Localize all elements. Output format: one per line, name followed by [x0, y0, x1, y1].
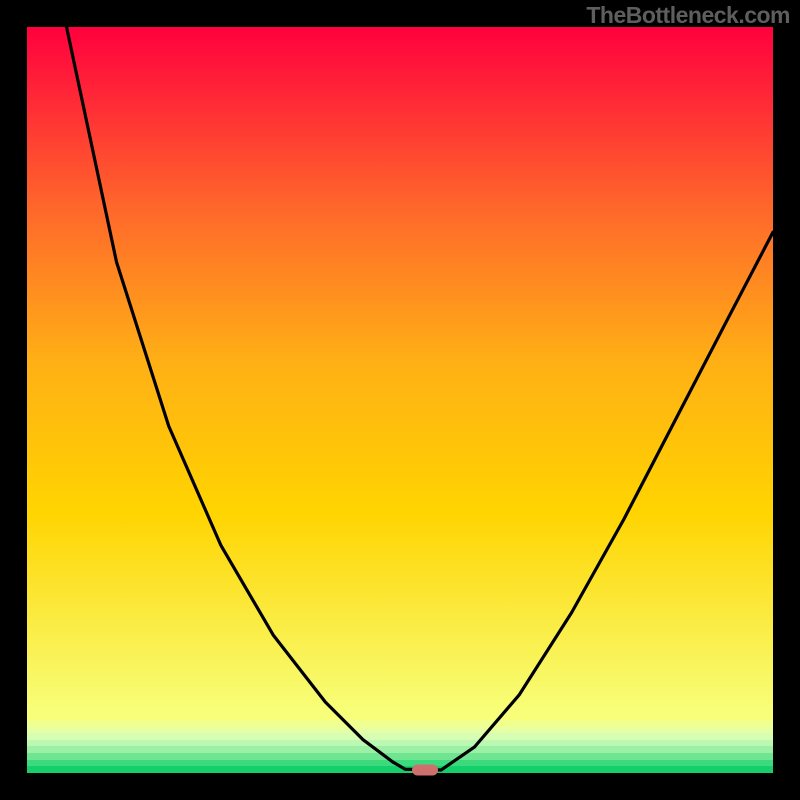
bottleneck-curve	[27, 27, 773, 773]
plot-area	[27, 27, 773, 773]
optimum-marker	[412, 765, 438, 776]
attribution-text: TheBottleneck.com	[586, 2, 790, 29]
chart-frame: TheBottleneck.com	[0, 0, 800, 800]
curve-path	[67, 27, 773, 770]
